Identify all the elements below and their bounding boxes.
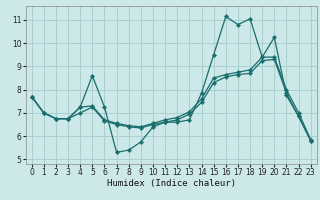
X-axis label: Humidex (Indice chaleur): Humidex (Indice chaleur) [107,179,236,188]
